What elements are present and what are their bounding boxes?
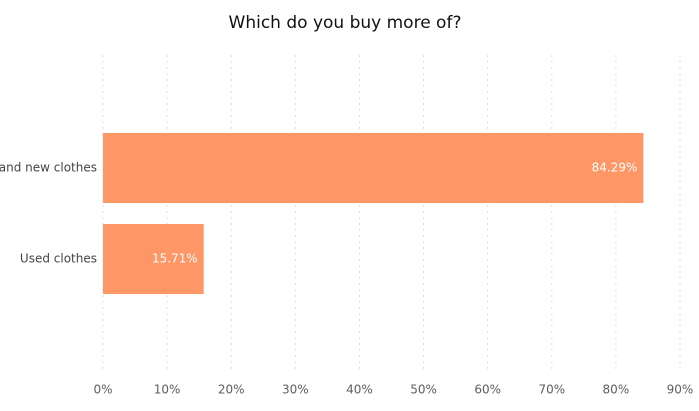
x-tick-label: 80% <box>603 383 630 397</box>
x-tick-label: 20% <box>218 383 245 397</box>
y-tick-label: Brand new clothes <box>0 161 97 175</box>
x-tick-label: 0% <box>93 383 112 397</box>
x-tick-label: 70% <box>538 383 565 397</box>
data-label: 15.71% <box>152 252 198 266</box>
x-tick-label: 60% <box>474 383 501 397</box>
bar <box>103 224 204 294</box>
bar <box>103 133 644 203</box>
chart-title: Which do you buy more of? <box>229 13 462 33</box>
x-tick-label: 30% <box>282 383 309 397</box>
x-tick-label: 40% <box>346 383 373 397</box>
y-tick-label: Used clothes <box>20 252 97 266</box>
x-tick-label: 10% <box>154 383 181 397</box>
x-tick-label: 50% <box>410 383 437 397</box>
x-tick-label: 90% <box>667 383 694 397</box>
data-label: 84.29% <box>592 161 638 175</box>
